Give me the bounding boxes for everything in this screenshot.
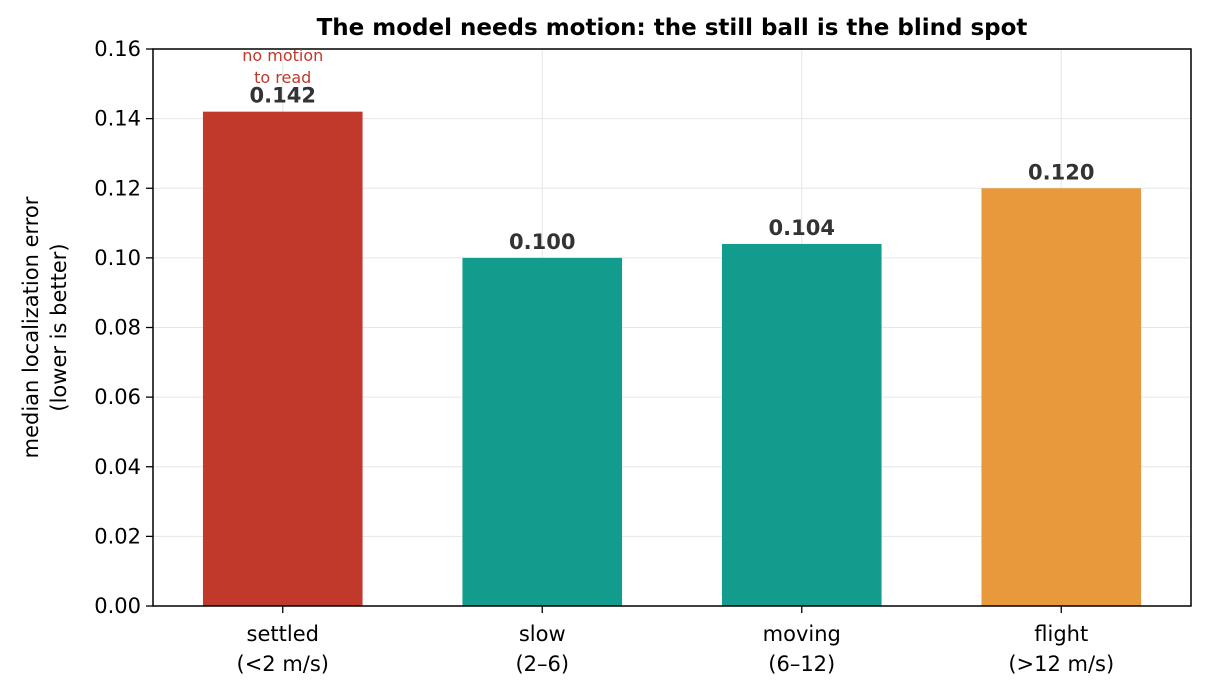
data-labels: 0.142 0.100 0.104 0.120 no motion to read [242, 46, 1094, 254]
x-axis-ticks: settled (<2 m/s) slow (2–6) moving (6–12) flig… [237, 606, 1114, 676]
y-tick-label: 0.10 [94, 246, 141, 270]
bar [202, 111, 363, 606]
chart-title: The model needs motion: the still ball i… [317, 15, 1028, 41]
data-label: 0.120 [1028, 160, 1094, 184]
y-tick-label: 0.16 [94, 37, 141, 61]
x-tick-label: slow (2–6) [515, 622, 569, 676]
bar [462, 257, 623, 606]
bar [721, 243, 882, 606]
y-tick-label: 0.14 [94, 107, 141, 131]
bars [202, 111, 1142, 606]
x-tick-label: moving (6–12) [763, 622, 841, 676]
annotation-text: no motion to read [242, 46, 323, 87]
data-label: 0.104 [769, 216, 835, 240]
y-tick-label: 0.00 [94, 594, 141, 618]
y-tick-label: 0.06 [94, 385, 141, 409]
y-tick-label: 0.08 [94, 316, 141, 340]
y-tick-label: 0.02 [94, 524, 141, 548]
x-tick-label: settled (<2 m/s) [237, 622, 330, 676]
data-label: 0.142 [250, 84, 316, 108]
y-tick-label: 0.04 [94, 455, 141, 479]
y-axis-label: median localization error (lower is bette… [19, 196, 71, 458]
y-axis-ticks: 0.00 0.02 0.04 0.06 0.08 0.10 0.12 0.14 0.16 [94, 37, 153, 618]
bar [981, 188, 1142, 606]
y-tick-label: 0.12 [94, 176, 141, 200]
x-tick-label: flight (>12 m/s) [1008, 622, 1114, 676]
data-label: 0.100 [509, 230, 575, 254]
